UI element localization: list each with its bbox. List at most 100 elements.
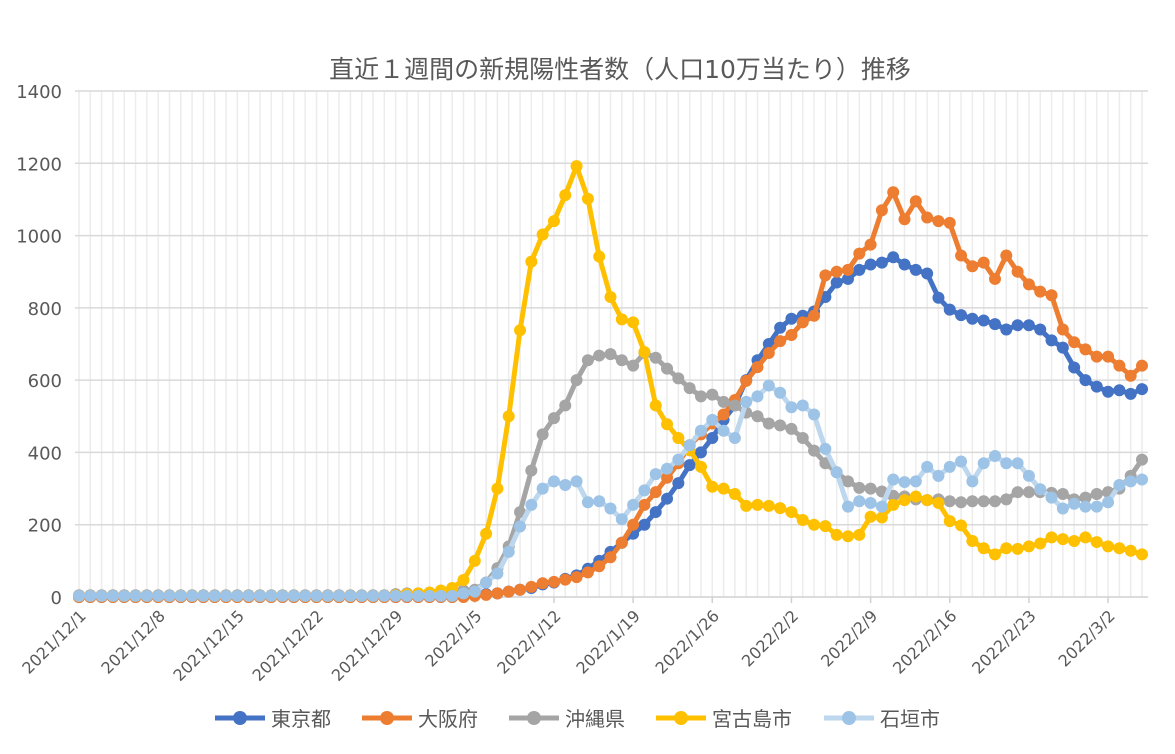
data-point [785,312,798,325]
data-point [615,536,628,549]
y-tick-label: 1400 [16,82,62,103]
legend-label: 沖縄県 [565,707,625,731]
data-point [955,249,968,262]
data-point [581,192,594,205]
data-point [717,395,730,408]
data-point [1000,542,1013,555]
data-point [955,455,968,468]
data-point [841,500,854,513]
data-point [536,577,549,590]
data-point [1056,533,1069,546]
data-point [785,506,798,519]
data-point [570,475,583,488]
data-point [1011,319,1024,332]
data-point [604,502,617,515]
data-point [491,587,504,600]
data-point [491,567,504,580]
x-tick-label: 2021/12/8 [97,606,168,677]
data-point [163,589,176,602]
legend-marker [842,711,856,725]
data-point [468,554,481,567]
data-point [525,580,538,593]
x-tick-label: 2021/12/22 [249,606,328,685]
data-point [955,309,968,322]
x-tick-label: 2022/1/5 [421,606,485,670]
data-point [921,494,934,507]
data-point [717,424,730,437]
data-point [593,495,606,508]
data-point [231,589,244,602]
data-point [853,481,866,494]
data-point [604,291,617,304]
data-point [1034,483,1047,496]
legend-item: 石垣市 [824,707,940,731]
data-point [480,576,493,589]
data-point [966,475,979,488]
data-point [559,399,572,412]
data-point [774,335,787,348]
data-point [661,418,674,431]
data-point [966,260,979,273]
data-point [661,492,674,505]
data-point [740,395,753,408]
data-point [774,321,787,334]
data-point [966,495,979,508]
data-point [796,514,809,527]
data-point [514,520,527,533]
data-point [672,477,685,490]
data-point [106,589,119,602]
data-point [864,258,877,271]
legend-label: 東京都 [271,707,331,731]
data-point [762,379,775,392]
data-point [152,589,165,602]
data-point [1068,497,1081,510]
data-point [1011,486,1024,499]
data-point [909,195,922,208]
data-point [480,527,493,540]
data-point [581,566,594,579]
data-point [1136,473,1148,486]
data-point [1090,380,1103,393]
chart-title: 直近１週間の新規陽性者数（人口10万当たり）推移 [329,55,911,84]
data-point [446,589,459,602]
data-point [785,328,798,341]
x-tick-label: 2021/12/15 [169,606,248,685]
data-point [909,263,922,276]
data-point [1113,359,1126,372]
data-point [604,348,617,361]
data-point [627,498,640,511]
data-point [457,574,470,587]
data-point [333,589,346,602]
data-point [1045,289,1058,302]
data-point [921,211,934,224]
data-point [988,450,1001,463]
data-point [593,560,606,573]
data-point [638,484,651,497]
data-point [649,399,662,412]
data-point [808,309,821,322]
data-point [762,347,775,360]
x-tick-label: 2022/1/12 [493,606,564,677]
data-point [898,476,911,489]
x-tick-label: 2022/2/23 [968,606,1039,677]
data-point [864,238,877,251]
data-point [570,374,583,387]
data-point [581,496,594,509]
data-point [1113,478,1126,491]
data-point [525,498,538,511]
legend-item: 宮古島市 [656,707,792,731]
data-point [1079,343,1092,356]
data-point [841,530,854,543]
y-tick-label: 200 [28,516,62,537]
data-point [887,498,900,511]
data-point [649,486,662,499]
data-point [830,265,843,278]
data-point [1136,383,1148,396]
data-point [1090,500,1103,513]
data-point [491,482,504,495]
data-point [943,515,956,528]
data-point [581,354,594,367]
data-point [932,215,945,228]
data-point [265,589,278,602]
